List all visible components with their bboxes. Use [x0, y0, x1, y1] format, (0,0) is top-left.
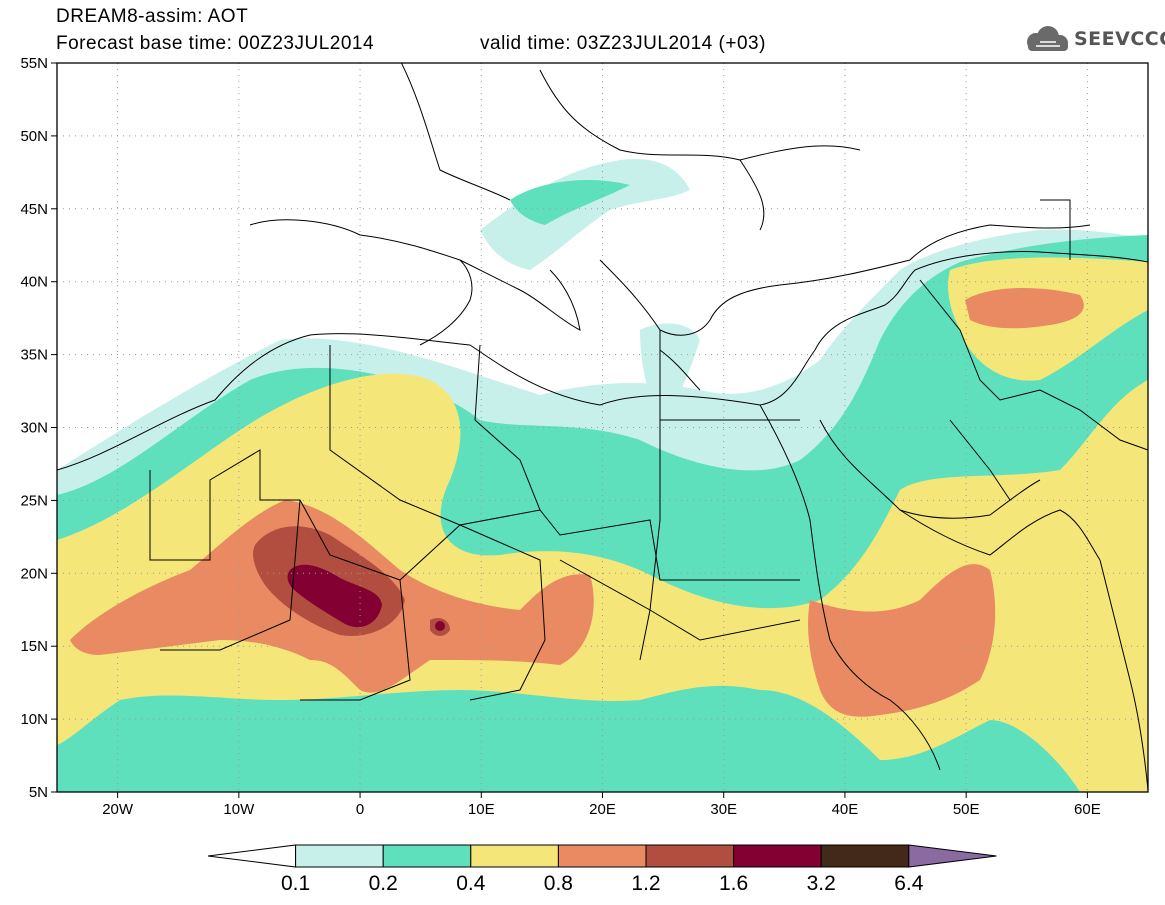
- colorbar-label: 0.4: [456, 872, 486, 895]
- colorbar-swatch: [382, 844, 472, 868]
- logo-text: SEEVCCC: [1074, 28, 1165, 50]
- colorbar: [207, 844, 997, 868]
- longitude-labels: 20W 10W 0 10E 20E 30E 40E 50E 60E: [102, 801, 1101, 818]
- colorbar-label: 3.2: [806, 872, 836, 895]
- lon-label: 20E: [589, 801, 616, 818]
- colorbar-label: 0.8: [543, 872, 573, 895]
- colorbar-swatch: [295, 844, 384, 868]
- lon-label: 0: [356, 801, 364, 818]
- lon-label: 30E: [710, 801, 737, 818]
- colorbar-max-arrow: [908, 844, 997, 868]
- lon-label: 10W: [223, 801, 255, 818]
- lat-label: 30N: [20, 420, 48, 437]
- lat-label: 45N: [20, 201, 48, 218]
- lon-label: 20W: [102, 801, 134, 818]
- lon-label: 40E: [832, 801, 859, 818]
- colorbar-swatch: [470, 844, 559, 868]
- lon-label: 10E: [468, 801, 495, 818]
- colorbar-label: 1.2: [631, 872, 661, 895]
- lat-label: 20N: [20, 565, 48, 582]
- latitude-labels: 55N 50N 45N 40N 35N 30N 25N 20N 15N 10N 5N: [20, 55, 48, 801]
- lat-label: 5N: [29, 784, 48, 801]
- lat-label: 25N: [20, 492, 48, 509]
- colorbar-swatch: [557, 844, 647, 868]
- lat-label: 50N: [20, 128, 48, 145]
- colorbar-swatch: [820, 844, 910, 868]
- colorbar-swatch: [645, 844, 735, 868]
- lat-label: 40N: [20, 274, 48, 291]
- colorbar-label: 6.4: [894, 872, 924, 895]
- forecast-base-time: Forecast base time: 00Z23JUL2014: [56, 33, 375, 54]
- lat-label: 35N: [20, 347, 48, 364]
- colorbar-label: 1.6: [718, 872, 749, 895]
- lat-label: 10N: [20, 711, 48, 728]
- colorbar-label: 0.1: [280, 872, 311, 895]
- coastlines: [57, 63, 1148, 791]
- axis-ticks: [51, 62, 1088, 798]
- aot-band-1.6: [287, 564, 445, 631]
- colorbar-min-arrow: [207, 844, 297, 868]
- lat-label: 55N: [20, 55, 48, 72]
- map-title: DREAM8-assim: AOT: [56, 6, 249, 27]
- valid-time: valid time: 03Z23JUL2014 (+03): [480, 33, 766, 54]
- colorbar-label: 0.2: [368, 872, 398, 895]
- lon-label: 60E: [1074, 801, 1101, 818]
- cloud-icon: [1027, 26, 1068, 51]
- lat-label: 15N: [20, 638, 48, 655]
- colorbar-swatch: [733, 844, 822, 868]
- lon-label: 50E: [953, 801, 980, 818]
